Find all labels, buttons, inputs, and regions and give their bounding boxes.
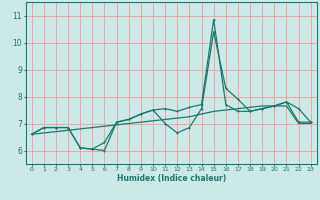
X-axis label: Humidex (Indice chaleur): Humidex (Indice chaleur)	[116, 174, 226, 183]
